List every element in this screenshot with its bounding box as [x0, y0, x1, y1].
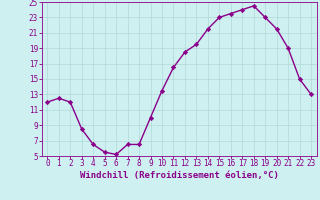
- X-axis label: Windchill (Refroidissement éolien,°C): Windchill (Refroidissement éolien,°C): [80, 171, 279, 180]
